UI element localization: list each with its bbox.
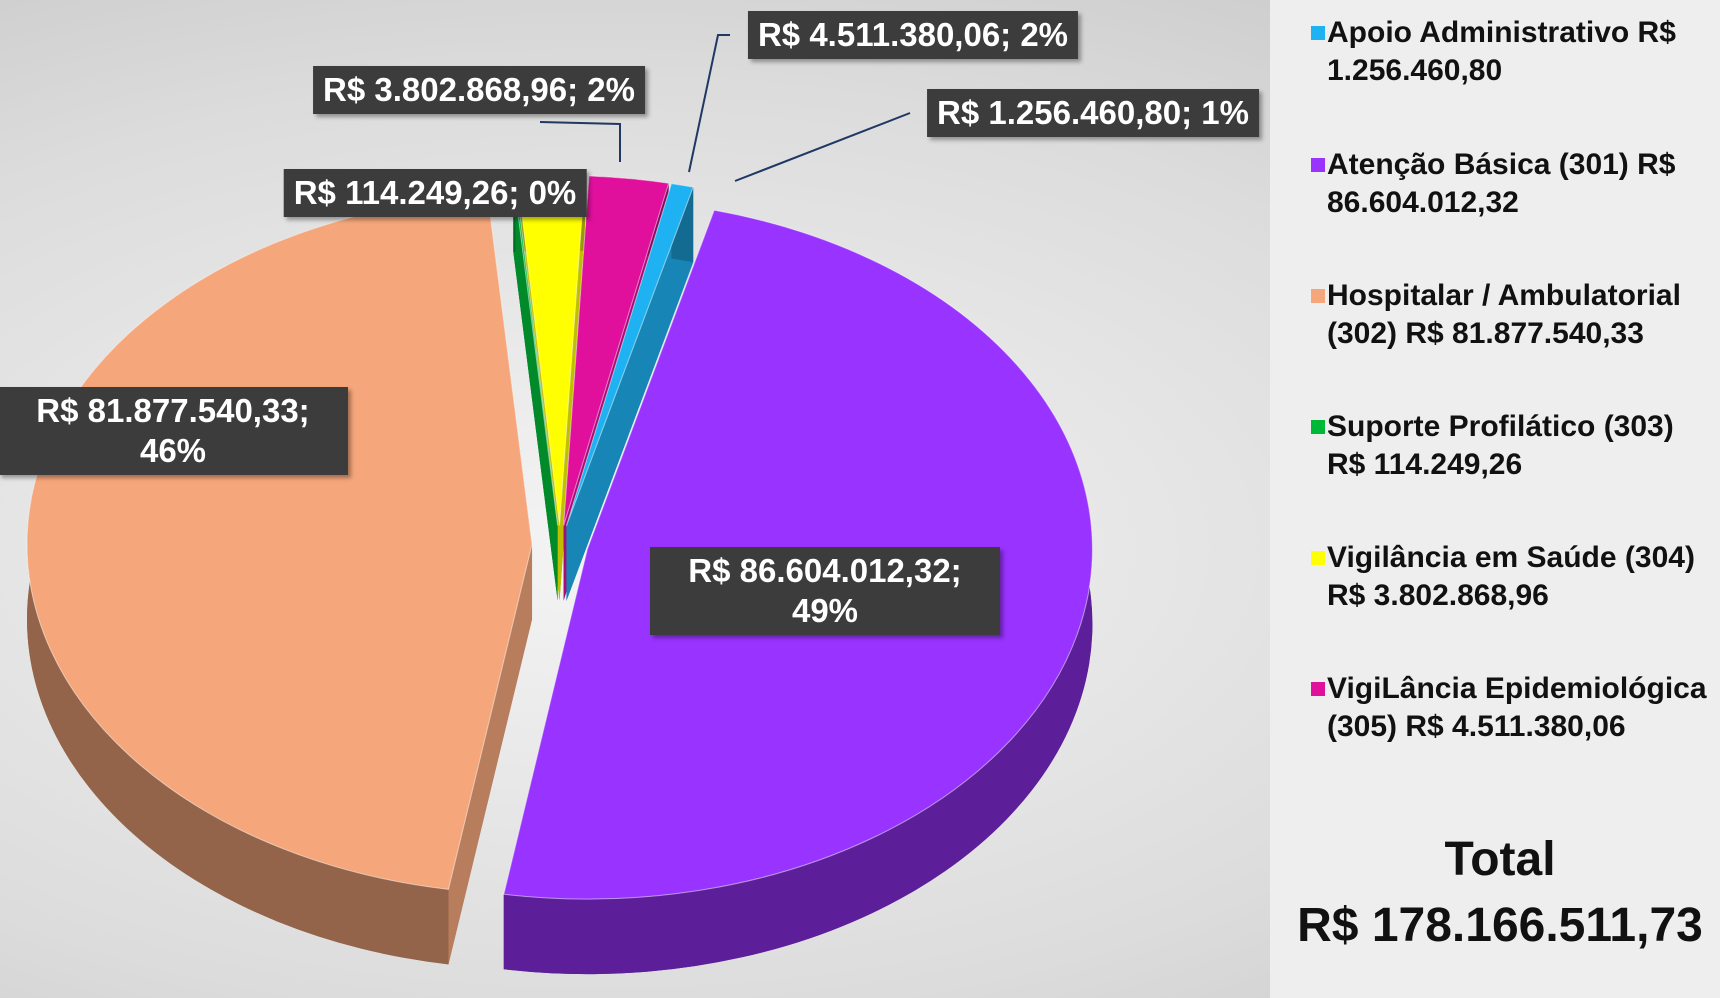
legend-label: Apoio Administrativo R$ 1.256.460,80	[1327, 16, 1676, 87]
data-label: R$ 81.877.540,33; 46%	[0, 387, 348, 475]
data-label: R$ 114.249,26; 0%	[283, 169, 587, 217]
legend-item: VigiLância Epidemiológica (305) R$ 4.511…	[1311, 670, 1711, 746]
slice	[26, 195, 533, 890]
legend-label: Vigilância em Saúde (304) R$ 3.802.868,9…	[1327, 541, 1695, 612]
total-value: R$ 178.166.511,73	[1297, 899, 1703, 952]
legend-label: Suporte Profilático (303) R$ 114.249,26	[1327, 410, 1674, 481]
data-label: R$ 3.802.868,96; 2%	[313, 66, 645, 114]
legend-panel	[1270, 0, 1720, 998]
legend-swatch	[1311, 551, 1325, 565]
legend-label: Hospitalar / Ambulatorial (302) R$ 81.87…	[1327, 279, 1681, 350]
slice	[563, 175, 670, 526]
legend-swatch	[1311, 26, 1325, 40]
legend-item: Atenção Básica (301) R$ 86.604.012,32	[1311, 146, 1711, 222]
legend-item: Apoio Administrativo R$ 1.256.460,80	[1311, 14, 1711, 90]
legend-item: Vigilância em Saúde (304) R$ 3.802.868,9…	[1311, 539, 1711, 615]
legend-item: Suporte Profilático (303) R$ 114.249,26	[1311, 408, 1711, 484]
total-label: Total	[1444, 833, 1556, 886]
data-label: R$ 1.256.460,80; 1%	[927, 89, 1259, 137]
legend-swatch	[1311, 682, 1325, 696]
legend-swatch	[1311, 158, 1325, 172]
leader-line	[539, 121, 621, 162]
legend-label: Atenção Básica (301) R$ 86.604.012,32	[1327, 148, 1676, 219]
legend-label: VigiLância Epidemiológica (305) R$ 4.511…	[1327, 672, 1707, 743]
data-label: R$ 4.511.380,06; 2%	[747, 11, 1079, 59]
legend-swatch	[1311, 420, 1325, 434]
leader-line	[688, 34, 730, 173]
slice-radial-wall	[448, 544, 533, 965]
slice-radial-wall	[515, 176, 558, 601]
legend-swatch	[1311, 289, 1325, 303]
leader-line	[734, 112, 911, 182]
slice	[565, 183, 694, 527]
slice-radial-wall	[566, 187, 694, 601]
legend-item: Hospitalar / Ambulatorial (302) R$ 81.87…	[1311, 277, 1711, 353]
data-label: R$ 86.604.012,32; 49%	[650, 547, 1000, 635]
